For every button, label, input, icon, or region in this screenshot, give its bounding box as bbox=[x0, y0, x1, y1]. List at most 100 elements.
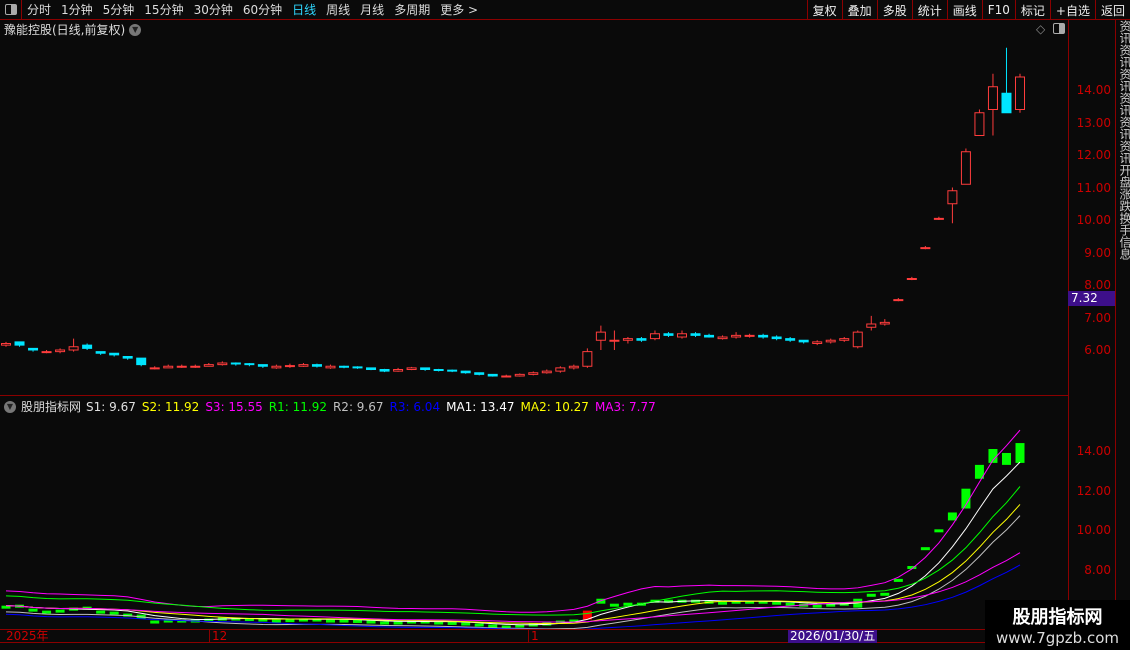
candle[interactable] bbox=[677, 333, 687, 338]
candle[interactable] bbox=[28, 347, 39, 351]
candle[interactable] bbox=[825, 339, 836, 343]
candle[interactable] bbox=[95, 351, 106, 354]
candle[interactable] bbox=[136, 357, 147, 366]
layout-toggle-icon[interactable] bbox=[1053, 23, 1066, 35]
candle[interactable] bbox=[528, 372, 539, 375]
candle[interactable] bbox=[244, 363, 255, 366]
candle[interactable] bbox=[420, 367, 431, 370]
candle[interactable] bbox=[785, 338, 796, 341]
candle[interactable] bbox=[717, 336, 728, 340]
period-tab[interactable]: 月线 bbox=[360, 3, 385, 17]
candle[interactable] bbox=[568, 365, 579, 369]
candle[interactable] bbox=[271, 365, 282, 369]
toolbar-button[interactable]: 返回 bbox=[1094, 0, 1130, 20]
period-tab[interactable]: 15分钟 bbox=[144, 3, 184, 17]
candle[interactable] bbox=[987, 86, 998, 110]
chart-canvas[interactable] bbox=[0, 0, 1068, 630]
toolbar-button[interactable]: 画线 bbox=[946, 0, 982, 20]
candle[interactable] bbox=[1, 343, 11, 346]
toolbar-button[interactable]: F10 bbox=[981, 0, 1015, 20]
candle[interactable] bbox=[893, 299, 904, 302]
candle[interactable] bbox=[460, 370, 471, 374]
candle[interactable] bbox=[176, 365, 187, 368]
candle[interactable] bbox=[352, 366, 363, 369]
candle[interactable] bbox=[812, 341, 823, 344]
candle[interactable] bbox=[325, 365, 336, 369]
candle[interactable] bbox=[217, 362, 228, 366]
chart-title[interactable]: 豫能控股(日线,前复权) ▼ bbox=[4, 21, 142, 38]
candle[interactable] bbox=[379, 369, 390, 372]
candle[interactable] bbox=[14, 341, 25, 346]
candle[interactable] bbox=[487, 373, 498, 377]
candle[interactable] bbox=[230, 362, 241, 365]
period-tab[interactable]: 5分钟 bbox=[102, 3, 135, 17]
candle[interactable] bbox=[690, 333, 701, 336]
candle[interactable] bbox=[284, 365, 295, 368]
toolbar-button[interactable]: 复权 bbox=[806, 0, 842, 20]
pane-separator[interactable] bbox=[0, 395, 1068, 396]
candle[interactable] bbox=[771, 336, 782, 340]
candle[interactable] bbox=[798, 339, 809, 343]
period-tab[interactable]: 多周期 bbox=[394, 3, 431, 17]
candle[interactable] bbox=[82, 344, 93, 349]
chevron-down-icon[interactable]: ▼ bbox=[4, 400, 16, 413]
indicator-name[interactable]: 股朋指标网 bbox=[21, 400, 82, 414]
candle[interactable] bbox=[541, 370, 552, 374]
candle[interactable] bbox=[163, 365, 174, 369]
period-tab[interactable]: 分时 bbox=[27, 3, 52, 17]
candle[interactable] bbox=[298, 364, 309, 367]
candle[interactable] bbox=[758, 334, 769, 338]
candle[interactable] bbox=[663, 333, 674, 336]
candle[interactable] bbox=[582, 351, 593, 367]
candle[interactable] bbox=[960, 151, 971, 185]
candle[interactable] bbox=[947, 190, 958, 205]
period-tab[interactable]: 更多 > bbox=[440, 3, 479, 17]
candle[interactable] bbox=[1001, 92, 1012, 114]
toolbar-button[interactable]: +自选 bbox=[1049, 0, 1095, 20]
candle[interactable] bbox=[149, 367, 160, 370]
candle[interactable] bbox=[839, 338, 850, 341]
candle[interactable] bbox=[974, 112, 985, 136]
candle[interactable] bbox=[731, 334, 742, 338]
candle[interactable] bbox=[366, 367, 377, 370]
candle[interactable] bbox=[55, 349, 66, 353]
candle[interactable] bbox=[68, 346, 79, 351]
candle[interactable] bbox=[190, 365, 201, 368]
panel-toggle-button[interactable] bbox=[0, 0, 22, 20]
candle[interactable] bbox=[109, 352, 120, 356]
toolbar-button[interactable]: 统计 bbox=[911, 0, 947, 20]
candle[interactable] bbox=[41, 351, 52, 354]
candle[interactable] bbox=[406, 367, 417, 370]
candle[interactable] bbox=[433, 369, 444, 371]
chevron-down-icon[interactable]: ▼ bbox=[129, 23, 142, 36]
diamond-icon[interactable]: ◇ bbox=[1036, 22, 1046, 36]
candle[interactable] bbox=[636, 338, 647, 341]
candle[interactable] bbox=[622, 338, 633, 341]
candle[interactable] bbox=[393, 369, 404, 372]
candle[interactable] bbox=[1015, 76, 1025, 110]
candle[interactable] bbox=[866, 323, 877, 328]
candle[interactable] bbox=[257, 364, 268, 367]
candle[interactable] bbox=[595, 331, 606, 341]
candle[interactable] bbox=[474, 372, 485, 375]
toolbar-button[interactable]: 叠加 bbox=[841, 0, 877, 20]
candle[interactable] bbox=[514, 373, 525, 377]
toolbar-button[interactable]: 多股 bbox=[876, 0, 912, 20]
candle[interactable] bbox=[744, 334, 755, 337]
candle[interactable] bbox=[447, 369, 458, 372]
candle[interactable] bbox=[609, 339, 620, 342]
side-info-column[interactable]: 资讯资讯资讯资讯资讯资讯开盘涨跌换手信息 bbox=[1115, 20, 1130, 630]
candle[interactable] bbox=[879, 321, 890, 325]
candle[interactable] bbox=[555, 367, 566, 372]
candle[interactable] bbox=[501, 375, 512, 378]
candle[interactable] bbox=[704, 334, 715, 338]
period-tab[interactable]: 60分钟 bbox=[242, 3, 283, 17]
candle[interactable] bbox=[649, 333, 660, 340]
candle[interactable] bbox=[122, 356, 133, 359]
period-tab[interactable]: 周线 bbox=[326, 3, 351, 17]
toolbar-button[interactable]: 标记 bbox=[1014, 0, 1050, 20]
candle[interactable] bbox=[311, 364, 322, 367]
candle[interactable] bbox=[906, 278, 917, 280]
candle[interactable] bbox=[933, 217, 944, 220]
candle[interactable] bbox=[203, 364, 214, 367]
